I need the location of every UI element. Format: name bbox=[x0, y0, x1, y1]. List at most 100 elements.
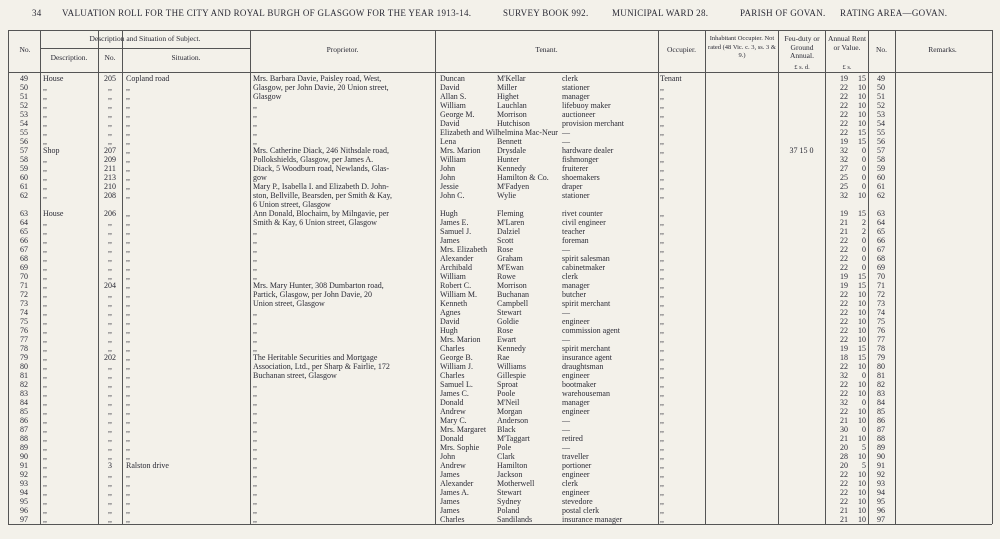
column-rule bbox=[122, 30, 123, 524]
rent-pounds: 20 bbox=[840, 461, 848, 470]
row-no-right: 80 bbox=[877, 362, 885, 371]
occupation: manager bbox=[562, 398, 590, 407]
house-no: ,, bbox=[108, 218, 112, 227]
occupier: ,, bbox=[660, 416, 664, 425]
occupier: ,, bbox=[660, 389, 664, 398]
row-no-right: 59 bbox=[877, 164, 885, 173]
rule bbox=[8, 30, 992, 31]
tenant-surname: Poole bbox=[497, 389, 516, 398]
situation: ,, bbox=[126, 443, 130, 452]
description: ,, bbox=[43, 137, 47, 146]
occupation: draper bbox=[562, 182, 583, 191]
proprietor: ,, bbox=[253, 515, 257, 524]
house-no: ,, bbox=[108, 110, 112, 119]
occupier: ,, bbox=[660, 110, 664, 119]
row-no: 52 bbox=[20, 101, 28, 110]
tenant-surname: Scott bbox=[497, 236, 514, 245]
row-no: 97 bbox=[20, 515, 28, 524]
tenant-surname: M'Fadyen bbox=[497, 182, 530, 191]
occupation: spirit salesman bbox=[562, 254, 610, 263]
proprietor: ,, bbox=[253, 137, 257, 146]
proprietor: Mrs. Mary Hunter, 308 Dumbarton road, bbox=[253, 281, 384, 290]
description: ,, bbox=[43, 128, 47, 137]
situation: ,, bbox=[126, 434, 130, 443]
tenant-forename: Samuel J. bbox=[440, 227, 472, 236]
row-no: 51 bbox=[20, 92, 28, 101]
row-no-right: 50 bbox=[877, 83, 885, 92]
rent-pounds: 22 bbox=[840, 380, 848, 389]
occupier: ,, bbox=[660, 227, 664, 236]
col-head: Tenant. bbox=[535, 45, 558, 54]
proprietor: ,, bbox=[253, 119, 257, 128]
description: ,, bbox=[43, 326, 47, 335]
tenant-forename: James A. bbox=[440, 488, 469, 497]
row-no-right: 51 bbox=[877, 92, 885, 101]
house-no: 209 bbox=[104, 155, 116, 164]
description: ,, bbox=[43, 92, 47, 101]
rent-shillings: 10 bbox=[858, 488, 866, 497]
row-no: 55 bbox=[20, 128, 28, 137]
proprietor: Mary P., Isabella I. and Elizabeth D. Jo… bbox=[253, 182, 389, 191]
row-no-right: 82 bbox=[877, 380, 885, 389]
proprietor: ,, bbox=[253, 443, 257, 452]
row-no-right: 92 bbox=[877, 470, 885, 479]
row-no-right: 61 bbox=[877, 182, 885, 191]
tenant-surname: M'Kellar bbox=[497, 74, 526, 83]
situation: ,, bbox=[126, 506, 130, 515]
proprietor: ,, bbox=[253, 488, 257, 497]
description: ,, bbox=[43, 299, 47, 308]
title: VALUATION ROLL FOR THE CITY AND ROYAL BU… bbox=[62, 8, 472, 18]
tenant-surname: Hamilton bbox=[497, 461, 528, 470]
house-no: ,, bbox=[108, 371, 112, 380]
rent-pounds: 30 bbox=[840, 425, 848, 434]
col-head: No. bbox=[875, 45, 888, 54]
occupation: engineer bbox=[562, 407, 590, 416]
proprietor: ston, Bellville, Bearsden, per Smith & K… bbox=[253, 191, 393, 200]
situation: ,, bbox=[126, 398, 130, 407]
occupier: ,, bbox=[660, 173, 664, 182]
col-head: No. bbox=[104, 53, 116, 62]
occupier: ,, bbox=[660, 407, 664, 416]
rent-shillings: 10 bbox=[858, 119, 866, 128]
occupation: — bbox=[562, 308, 570, 317]
house-no: ,, bbox=[108, 254, 112, 263]
situation: ,, bbox=[126, 263, 130, 272]
rent-shillings: 10 bbox=[858, 470, 866, 479]
proprietor: ,, bbox=[253, 344, 257, 353]
col-head: Description and Situation of Subject. bbox=[89, 34, 201, 43]
tenant-forename: Mrs. Marion bbox=[440, 335, 481, 344]
row-no-right: 76 bbox=[877, 326, 885, 335]
rent-shillings: 10 bbox=[858, 101, 866, 110]
occupier: ,, bbox=[660, 344, 664, 353]
house-no: ,, bbox=[108, 380, 112, 389]
tenant-forename: David bbox=[440, 119, 460, 128]
rent-shillings: 2 bbox=[862, 218, 866, 227]
tenant-forename: Mrs. Marion bbox=[440, 146, 481, 155]
rent-pounds: 32 bbox=[840, 371, 848, 380]
proprietor: ,, bbox=[253, 308, 257, 317]
occupation: insurance agent bbox=[562, 353, 612, 362]
rent-shillings: 10 bbox=[858, 92, 866, 101]
proprietor: ,, bbox=[253, 245, 257, 254]
description: ,, bbox=[43, 398, 47, 407]
column-rule bbox=[40, 30, 41, 524]
row-no-right: 91 bbox=[877, 461, 885, 470]
col-head: Remarks. bbox=[928, 45, 957, 54]
situation: ,, bbox=[126, 344, 130, 353]
row-no: 60 bbox=[20, 173, 28, 182]
tenant-forename: Allan S. bbox=[440, 92, 467, 101]
row-no: 77 bbox=[20, 335, 28, 344]
rent-shillings: 0 bbox=[862, 371, 866, 380]
occupier: ,, bbox=[660, 326, 664, 335]
occupation: — bbox=[562, 245, 570, 254]
tenant-surname: Stewart bbox=[497, 488, 522, 497]
house-no: 210 bbox=[104, 182, 116, 191]
tenant-surname: Highet bbox=[497, 92, 519, 101]
occupier: ,, bbox=[660, 290, 664, 299]
situation: ,, bbox=[126, 308, 130, 317]
rent-shillings: 5 bbox=[862, 443, 866, 452]
row-no-right: 72 bbox=[877, 290, 885, 299]
description: ,, bbox=[43, 83, 47, 92]
rent-pounds: 19 bbox=[840, 74, 848, 83]
tenant-surname: Anderson bbox=[497, 416, 529, 425]
